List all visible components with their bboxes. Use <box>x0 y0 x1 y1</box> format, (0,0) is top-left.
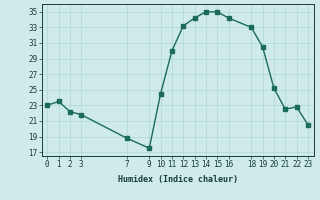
X-axis label: Humidex (Indice chaleur): Humidex (Indice chaleur) <box>118 175 237 184</box>
